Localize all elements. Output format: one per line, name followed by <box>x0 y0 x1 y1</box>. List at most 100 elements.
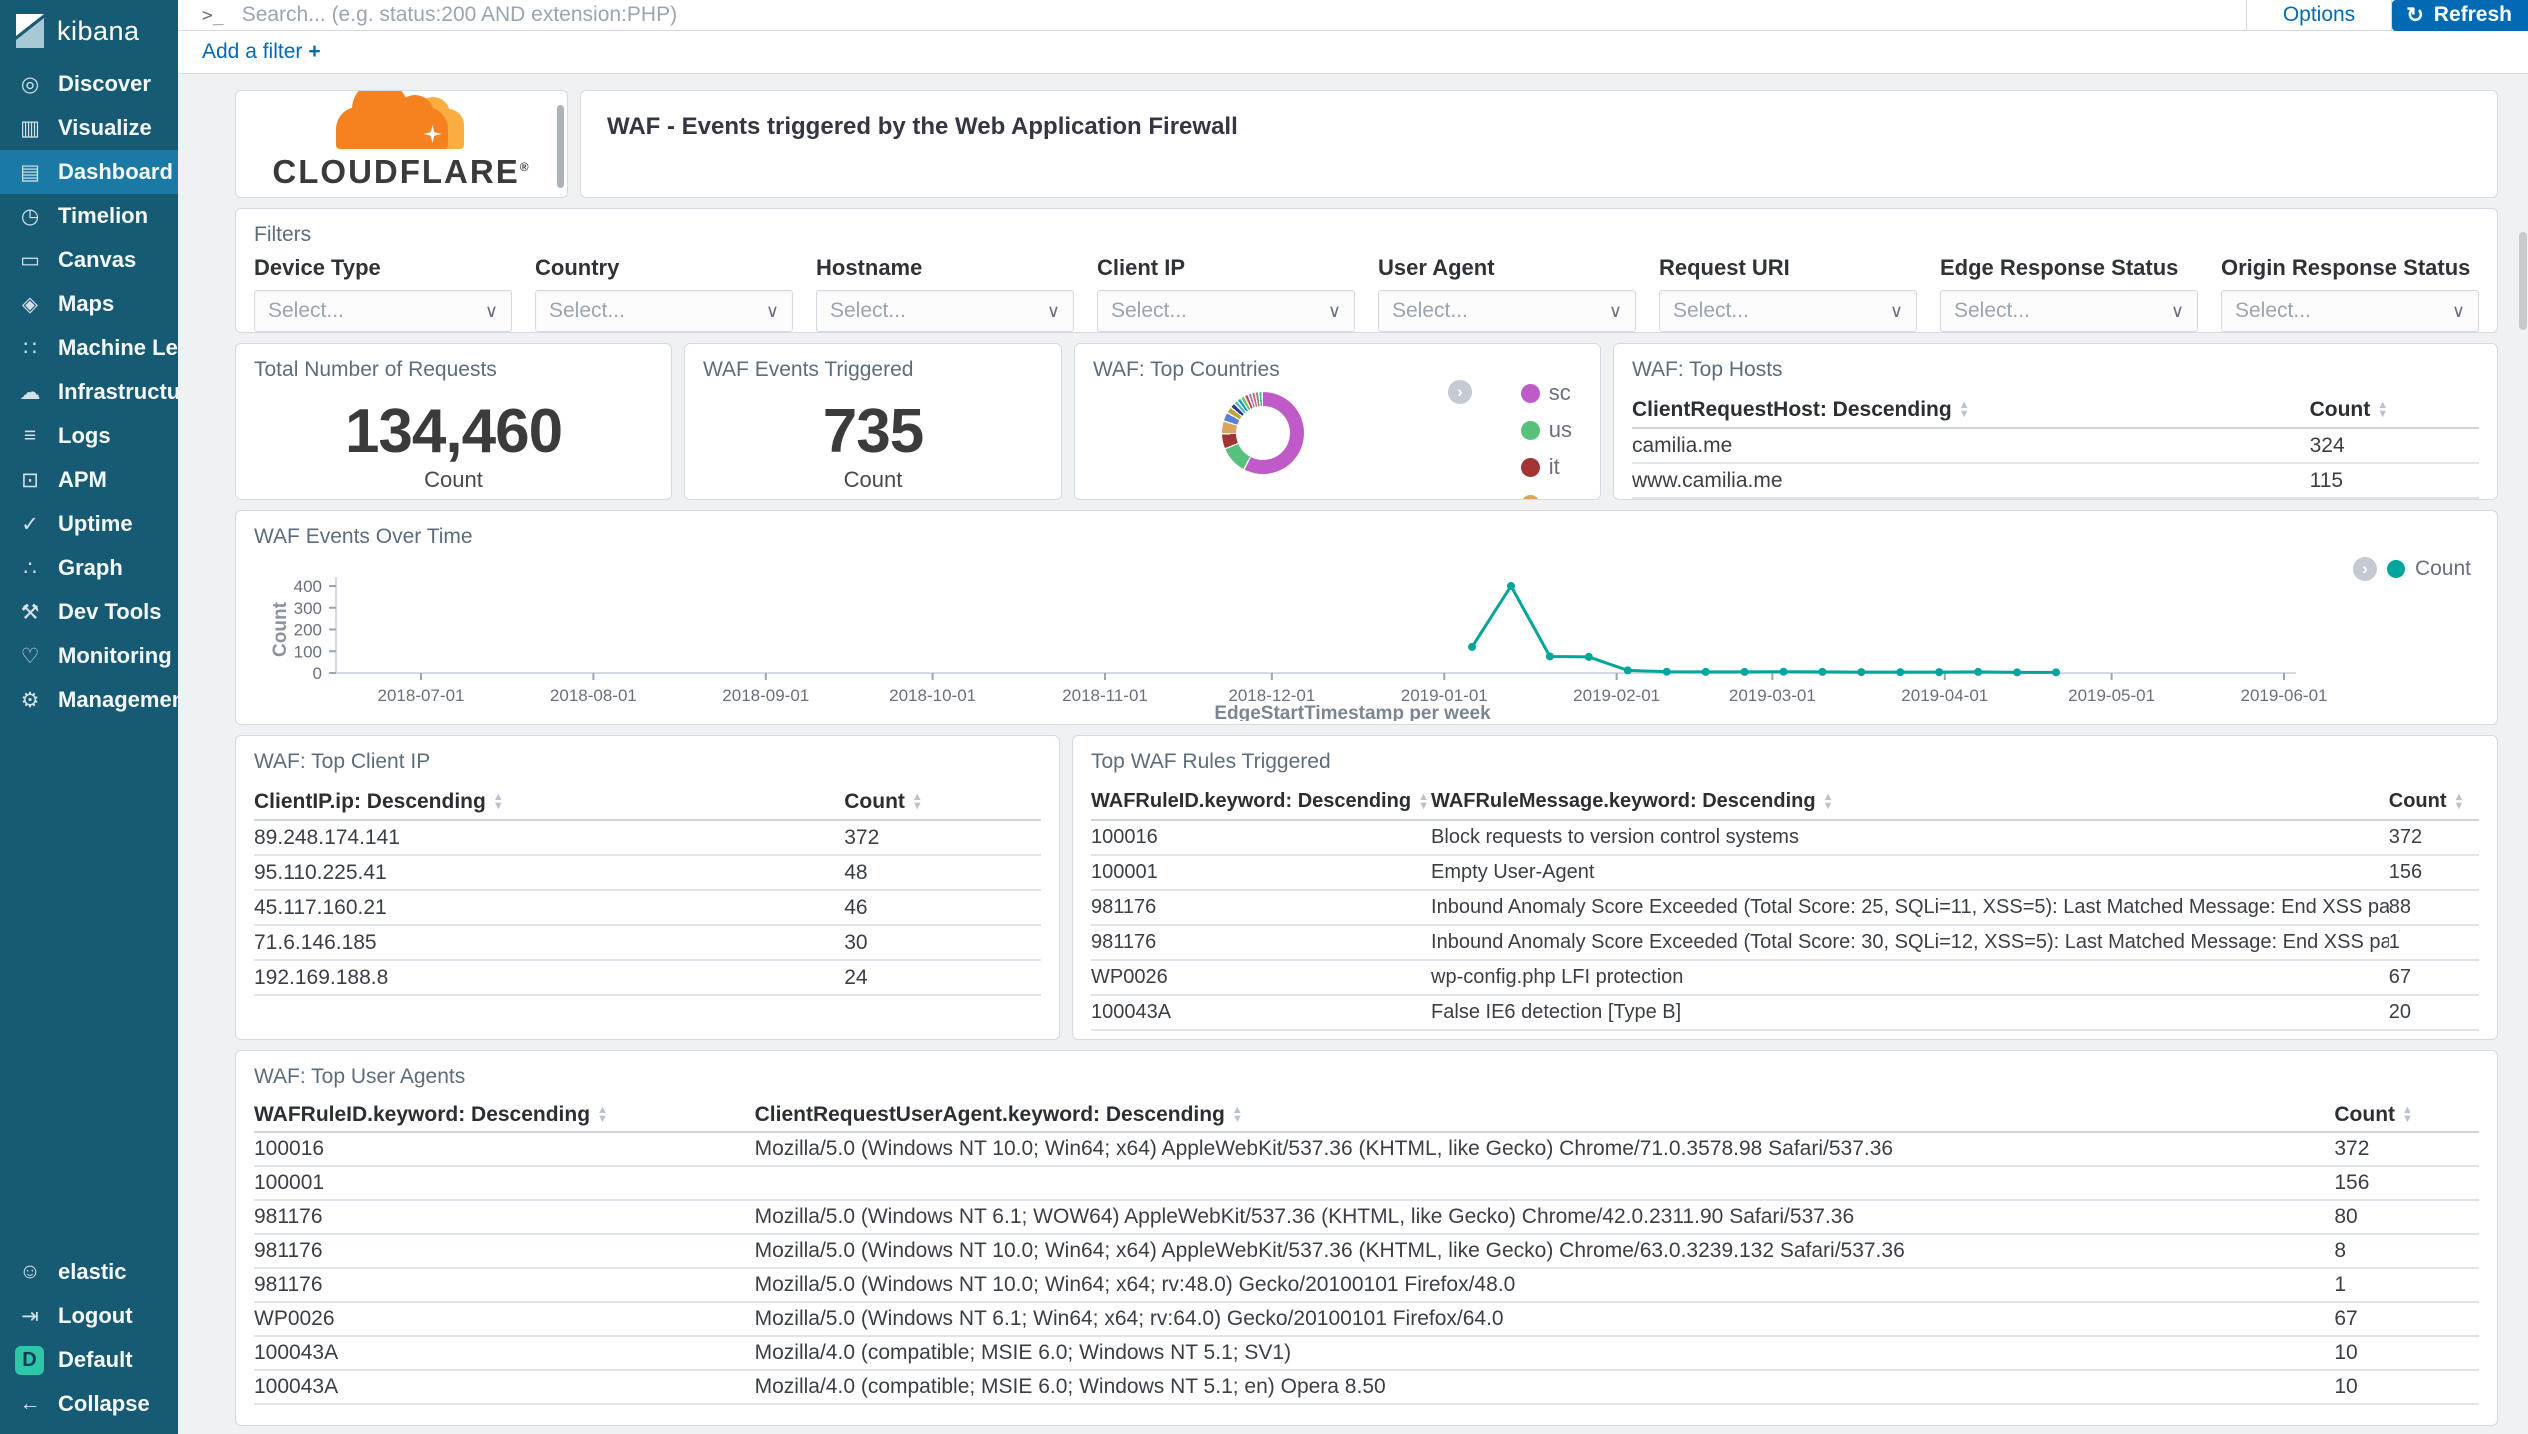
table-cell: 48 <box>844 861 1041 885</box>
sidebar-item-label: Discover <box>58 71 151 97</box>
table-cell: 156 <box>2389 861 2479 884</box>
column-header-count[interactable]: Count▲▼ <box>2389 790 2479 813</box>
column-header-count[interactable]: Count▲▼ <box>844 790 1041 814</box>
table-cell: 67 <box>2334 1307 2479 1331</box>
sidebar-item-monitoring[interactable]: ♡Monitoring <box>0 634 178 678</box>
column-header-count[interactable]: Count▲▼ <box>2310 398 2479 422</box>
maps-icon: ◈ <box>15 292 45 317</box>
sidebar-item-label: Dev Tools <box>58 599 162 625</box>
refresh-button[interactable]: ↻ Refresh <box>2392 0 2528 31</box>
table-row: 100016Mozilla/5.0 (Windows NT 10.0; Win6… <box>254 1133 2479 1167</box>
column-header-count[interactable]: Count▲▼ <box>2334 1103 2479 1127</box>
metrics-row: Total Number of Requests 134,460 Count W… <box>235 343 2498 500</box>
chevron-down-icon: ∨ <box>2452 301 2465 322</box>
sidebar-item-dev-tools[interactable]: ⚒Dev Tools <box>0 590 178 634</box>
add-filter-link[interactable]: Add a filter+ <box>202 40 321 64</box>
countries-legend: sc us it vn <box>1521 380 1572 500</box>
table-cell: 95.110.225.41 <box>254 861 844 885</box>
table-row: 100016Block requests to version control … <box>1091 821 2479 856</box>
svg-text:Count: Count <box>270 601 291 657</box>
table-cell: WP0026 <box>254 1307 755 1331</box>
table-cell: 192.169.188.8 <box>254 966 844 990</box>
table-cell: wp-config.php LFI protection <box>1431 966 2389 989</box>
sidebar-item-uptime[interactable]: ✓Uptime <box>0 502 178 546</box>
origin-response-status-select[interactable]: Select...∨ <box>2221 290 2479 332</box>
search-input[interactable] <box>240 2 2246 28</box>
sidebar-nav: ◎ Discover ▥Visualize▤Dashboard◷Timelion▭C… <box>0 62 178 722</box>
legend-expand-icon[interactable]: › <box>1448 380 1472 404</box>
column-header-wafrulemessage-keyword-descending[interactable]: WAFRuleMessage.keyword: Descending▲▼ <box>1431 790 2389 813</box>
sidebar-item-timelion[interactable]: ◷Timelion <box>0 194 178 238</box>
sidebar-item-logout[interactable]: ⇥Logout <box>0 1294 178 1338</box>
svg-text:2019-03-01: 2019-03-01 <box>1729 686 1816 705</box>
timelion-icon: ◷ <box>15 204 45 229</box>
options-button[interactable]: Options <box>2246 0 2392 31</box>
legend-item-vn[interactable]: vn <box>1521 491 1572 500</box>
svg-text:400: 400 <box>294 577 322 596</box>
table-row: 100001156 <box>254 1167 2479 1201</box>
sidebar-item-management[interactable]: ⚙Management <box>0 678 178 722</box>
sidebar-item-graph[interactable]: ∴ Graph <box>0 546 178 590</box>
sidebar-item-logs[interactable]: ≡Logs <box>0 414 178 458</box>
table-cell: Mozilla/5.0 (Windows NT 10.0; Win64; x64… <box>755 1239 2335 1263</box>
cloudflare-logo: CLOUDFLARE® <box>236 91 567 197</box>
filter-field-client-ip: Client IPSelect...∨ <box>1097 255 1355 332</box>
sidebar-item-elastic[interactable]: ☺elastic <box>0 1250 178 1294</box>
sidebar-item-label: Logout <box>58 1303 133 1329</box>
waf-events-value: 735 <box>685 396 1061 467</box>
user-agent-select[interactable]: Select...∨ <box>1378 290 1636 332</box>
table-cell: 100043A <box>1091 1001 1431 1024</box>
sidebar-item-default[interactable]: DDefault <box>0 1338 178 1382</box>
legend-item-sc[interactable]: sc <box>1521 380 1572 406</box>
column-header-clientip-ip-descending[interactable]: ClientIP.ip: Descending▲▼ <box>254 790 844 814</box>
countries-donut-chart[interactable] <box>1222 392 1304 474</box>
panel-title: Total Number of Requests <box>236 344 671 382</box>
sidebar-item-canvas[interactable]: ▭Canvas <box>0 238 178 282</box>
country-select[interactable]: Select...∨ <box>535 290 793 332</box>
client-ip-select[interactable]: Select...∨ <box>1097 290 1355 332</box>
panel-title: WAF Events Triggered <box>685 344 1061 382</box>
sidebar-item-discover[interactable]: ◎ Discover <box>0 62 178 106</box>
table-cell: 89.248.174.141 <box>254 826 844 850</box>
page-scrollbar-thumb[interactable] <box>2519 232 2527 330</box>
kibana-logo[interactable]: kibana <box>0 0 178 62</box>
top-countries-panel: WAF: Top Countries › scusitvn <box>1074 343 1601 500</box>
graph-icon: ∴ <box>15 556 45 581</box>
events-line-chart[interactable]: 01002003004002018-07-012018-08-012018-09… <box>256 559 2466 721</box>
space-badge-icon: D <box>15 1346 44 1375</box>
sidebar-item-label: Dashboard <box>58 159 173 185</box>
sidebar-item-maps[interactable]: ◈Maps <box>0 282 178 326</box>
sidebar-item-collapse[interactable]: ←Collapse <box>0 1382 178 1426</box>
sidebar-item-label: Graph <box>58 555 123 581</box>
compass-icon: ◎ <box>15 72 45 97</box>
filter-field-origin-response-status: Origin Response StatusSelect...∨ <box>2221 255 2479 332</box>
table-row: 100043AMozilla/4.0 (compatible; MSIE 6.0… <box>254 1371 2479 1405</box>
sidebar-item-dashboard[interactable]: ▤Dashboard <box>0 150 178 194</box>
select-placeholder: Select... <box>1111 299 1187 323</box>
bar-chart-icon: ▥ <box>15 116 45 141</box>
sidebar-item-machine-le[interactable]: ∷Machine Le... <box>0 326 178 370</box>
column-header-clientrequesthost-descending[interactable]: ClientRequestHost: Descending▲▼ <box>1632 398 2310 422</box>
panel-scrollbar[interactable] <box>557 105 564 188</box>
device-type-select[interactable]: Select...∨ <box>254 290 512 332</box>
svg-text:2018-07-01: 2018-07-01 <box>378 686 465 705</box>
edge-response-status-select[interactable]: Select...∨ <box>1940 290 2198 332</box>
table-row: 981176Mozilla/5.0 (Windows NT 6.1; WOW64… <box>254 1201 2479 1235</box>
sidebar-item-infrastructure[interactable]: ☁Infrastructure <box>0 370 178 414</box>
column-header-wafruleid-keyword-descending[interactable]: WAFRuleID.keyword: Descending▲▼ <box>254 1103 755 1127</box>
column-header-wafruleid-keyword-descending[interactable]: WAFRuleID.keyword: Descending▲▼ <box>1091 790 1431 813</box>
dashboard-content: CLOUDFLARE® WAF - Events triggered by th… <box>178 74 2528 1434</box>
top-user-agents-panel: WAF: Top User Agents WAFRuleID.keyword: … <box>235 1050 2498 1426</box>
column-header-clientrequestuseragent-keyword-descending[interactable]: ClientRequestUserAgent.keyword: Descendi… <box>755 1103 2335 1127</box>
sort-icon: ▲▼ <box>493 793 504 811</box>
table-cell: Mozilla/5.0 (Windows NT 6.1; Win64; x64;… <box>755 1307 2335 1331</box>
sort-icon: ▲▼ <box>1823 793 1834 811</box>
request-uri-select[interactable]: Select...∨ <box>1659 290 1917 332</box>
table-row: WP0026Mozilla/5.0 (Windows NT 6.1; Win64… <box>254 1303 2479 1337</box>
legend-item-us[interactable]: us <box>1521 417 1572 443</box>
sidebar-item-apm[interactable]: ⊡APM <box>0 458 178 502</box>
hostname-select[interactable]: Select...∨ <box>816 290 1074 332</box>
sidebar-item-visualize[interactable]: ▥Visualize <box>0 106 178 150</box>
waf-events-panel: WAF Events Triggered 735 Count <box>684 343 1062 500</box>
legend-item-it[interactable]: it <box>1521 454 1572 480</box>
